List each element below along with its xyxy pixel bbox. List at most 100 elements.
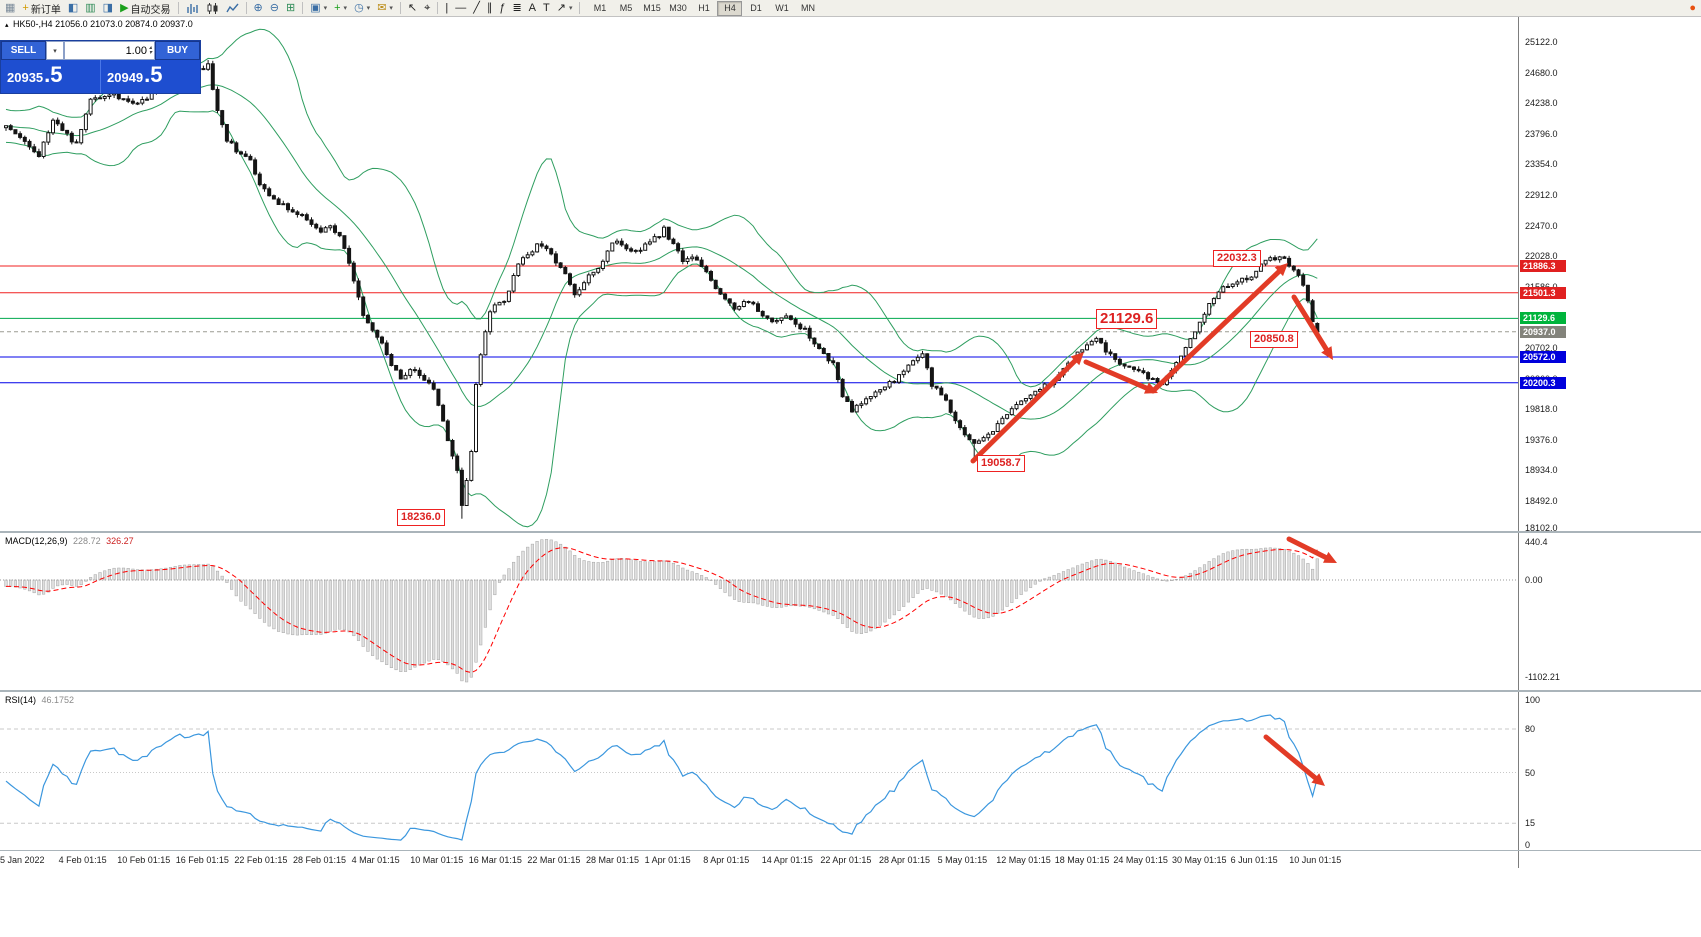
horizontal-line-icon-glyph: — (455, 2, 467, 14)
annotation-arrow[interactable] (1286, 536, 1337, 563)
time-axis-label: 22 Mar 01:15 (527, 855, 581, 865)
annotation-arrow[interactable] (1263, 734, 1325, 786)
templates-icon[interactable]: ✉ ▾ (374, 1, 396, 16)
timeframe-m30-button[interactable]: M30 (665, 1, 690, 16)
equidistant-channel-icon-glyph: ∥ (486, 2, 493, 14)
grid-icon[interactable]: ⊞ (283, 1, 298, 16)
sell-price-button[interactable]: 20935.5 (1, 60, 101, 93)
price-line-tag: 21129.6 (1520, 312, 1566, 325)
toolbar-separator (302, 2, 304, 14)
market-watch-icon[interactable]: ◧ (65, 1, 81, 16)
data-window-icon[interactable]: ▥ (82, 1, 98, 16)
spin-down-icon[interactable]: ▾ (148, 49, 152, 56)
timeframe-m1-button[interactable]: M1 (587, 1, 612, 16)
trendline-icon[interactable]: ╱ (470, 1, 483, 16)
timeframe-d1-button[interactable]: D1 (743, 1, 768, 16)
bar-chart-icon[interactable] (183, 1, 202, 16)
time-axis-label: 16 Mar 01:15 (468, 855, 522, 865)
volume-preset-dropdown[interactable]: ▾ (46, 41, 64, 60)
annotation-arrow[interactable] (1291, 294, 1333, 360)
timeframe-mn-button[interactable]: MN (795, 1, 820, 16)
price-scale[interactable]: 25122.0 24680.0 24238.0 23796.0 23354.0 22912… (1518, 17, 1701, 868)
sell-price-main: 20935 (7, 70, 44, 85)
volume-field: ▴▾ (64, 41, 155, 60)
chart-window-icon[interactable]: ▦ (2, 1, 18, 16)
rsi-indicator-header: RSI(14) 46.1752 (5, 695, 74, 705)
horizontal-line-icon[interactable]: — (452, 1, 469, 16)
price-scale-tick: 23796.0 (1525, 128, 1558, 139)
price-annotation-label[interactable]: 18236.0 (397, 509, 445, 526)
toolbar-separator (437, 2, 439, 14)
zoom-out-icon[interactable]: ⊖ (267, 1, 282, 16)
annotation-arrow[interactable] (1150, 263, 1288, 394)
indicators-icon[interactable]: + ▾ (331, 1, 350, 16)
price-scale-tick: 24680.0 (1525, 67, 1558, 78)
tile-windows-icon[interactable]: ▣ ▾ (307, 1, 330, 16)
fibonacci-icon[interactable]: ƒ (496, 1, 508, 16)
time-axis-label: 1 Apr 01:15 (644, 855, 691, 865)
time-axis-label: 28 Feb 01:15 (293, 855, 347, 865)
time-axis[interactable]: 5 Jan 2022 4 Feb 01:15 10 Feb 01:15 16 Feb … (0, 851, 1518, 868)
panel-splitter-macd[interactable] (0, 531, 1701, 533)
price-annotation-label[interactable]: 20850.8 (1250, 331, 1298, 348)
navigator-icon[interactable]: ◨ (100, 1, 116, 16)
horizontal-lines-layer[interactable] (0, 265, 1518, 384)
timeframe-h4-button[interactable]: H4 (717, 0, 743, 16)
time-axis-label: 5 Jan 2022 (0, 855, 45, 865)
dropdown-caret-icon: ▾ (343, 5, 348, 12)
crosshair-icon[interactable]: ⌖ (421, 1, 433, 16)
bollinger-upper-band (5, 28, 1318, 388)
timeframe-m15-button[interactable]: M15 (639, 1, 664, 16)
time-axis-label: 16 Feb 01:15 (175, 855, 229, 865)
equidistant-channel-icon[interactable]: ∥ (484, 1, 496, 16)
buy-button[interactable]: BUY (155, 41, 200, 60)
price-annotation-label[interactable]: 22032.3 (1213, 250, 1261, 267)
volume-input[interactable] (65, 44, 147, 57)
sell-button[interactable]: SELL (1, 41, 46, 60)
macd-indicator-header: MACD(12,26,9) 228.72 326.27 (5, 536, 134, 546)
tile-windows-icon-glyph: ▣ (310, 2, 321, 14)
chart-header: ▴ HK50-,H4 21056.0 21073.0 20874.0 20937… (5, 19, 193, 29)
timeframe-w1-button[interactable]: W1 (769, 1, 794, 16)
price-scale-tick: 23354.0 (1525, 159, 1558, 170)
price-line-tag: 21886.3 (1520, 260, 1566, 272)
shapes-icon[interactable]: ≣ (509, 1, 524, 16)
price-line-tag: 20572.0 (1520, 351, 1566, 363)
trade-widget-prices: 20935.5 20949.5 (1, 60, 200, 93)
toolbar: ▦ + 新订单 ◧ ▥ ◨ ▶ 自动交易 ⊕ ⊖ ⊞ ▣ ▾ + ▾ ◷ ▾ ✉ ▾ ↖ ⌖ | — ╱ ∥ ƒ ≣ A T ↗ ▾ M1 M5… (0, 0, 1701, 17)
time-axis-label: 14 Apr 01:15 (761, 855, 813, 865)
data-window-icon-glyph: ▥ (85, 2, 96, 14)
connection-status-icon[interactable]: ● (1686, 1, 1699, 16)
text-label-icon[interactable]: T (540, 1, 553, 16)
time-axis-label: 10 Feb 01:15 (117, 855, 171, 865)
time-axis-label: 22 Apr 01:15 (820, 855, 872, 865)
rsi-panel-canvas[interactable] (0, 692, 1518, 850)
macd-panel-canvas[interactable] (0, 533, 1518, 690)
vertical-line-icon[interactable]: | (442, 1, 451, 16)
cursor-icon[interactable]: ↖ (405, 1, 420, 16)
timeframe-m5-button[interactable]: M5 (613, 1, 638, 16)
volume-spinner[interactable]: ▴ ▾ (148, 44, 152, 56)
zoom-in-icon[interactable]: ⊕ (251, 1, 266, 16)
dropdown-caret-icon: ▾ (323, 5, 328, 12)
autotrading-button[interactable]: ▶ 自动交易 (117, 1, 173, 16)
panel-splitter-rsi[interactable] (0, 690, 1701, 692)
buy-price-button[interactable]: 20949.5 (101, 60, 200, 93)
arrows-tool-icon[interactable]: ↗ ▾ (554, 1, 576, 16)
main-chart-canvas[interactable] (0, 17, 1518, 531)
text-icon[interactable]: A (526, 1, 539, 16)
candlestick-chart-icon[interactable] (203, 1, 222, 16)
zoom-out-icon-glyph: ⊖ (269, 2, 279, 14)
timeframe-h1-button[interactable]: H1 (691, 1, 716, 16)
new-order-button[interactable]: + 新订单 (19, 1, 63, 16)
price-annotation-label[interactable]: 19058.7 (977, 455, 1025, 472)
spin-up-icon[interactable]: ▴ (148, 44, 152, 51)
annotation-arrow[interactable] (970, 352, 1084, 464)
line-chart-icon[interactable] (223, 1, 242, 16)
price-annotation-label[interactable]: 21129.6 (1096, 309, 1158, 329)
navigator-icon-glyph: ◨ (102, 2, 114, 14)
line-chart-icon (225, 3, 239, 12)
periods-icon[interactable]: ◷ ▾ (351, 1, 373, 16)
candlestick-chart-icon (207, 2, 218, 14)
